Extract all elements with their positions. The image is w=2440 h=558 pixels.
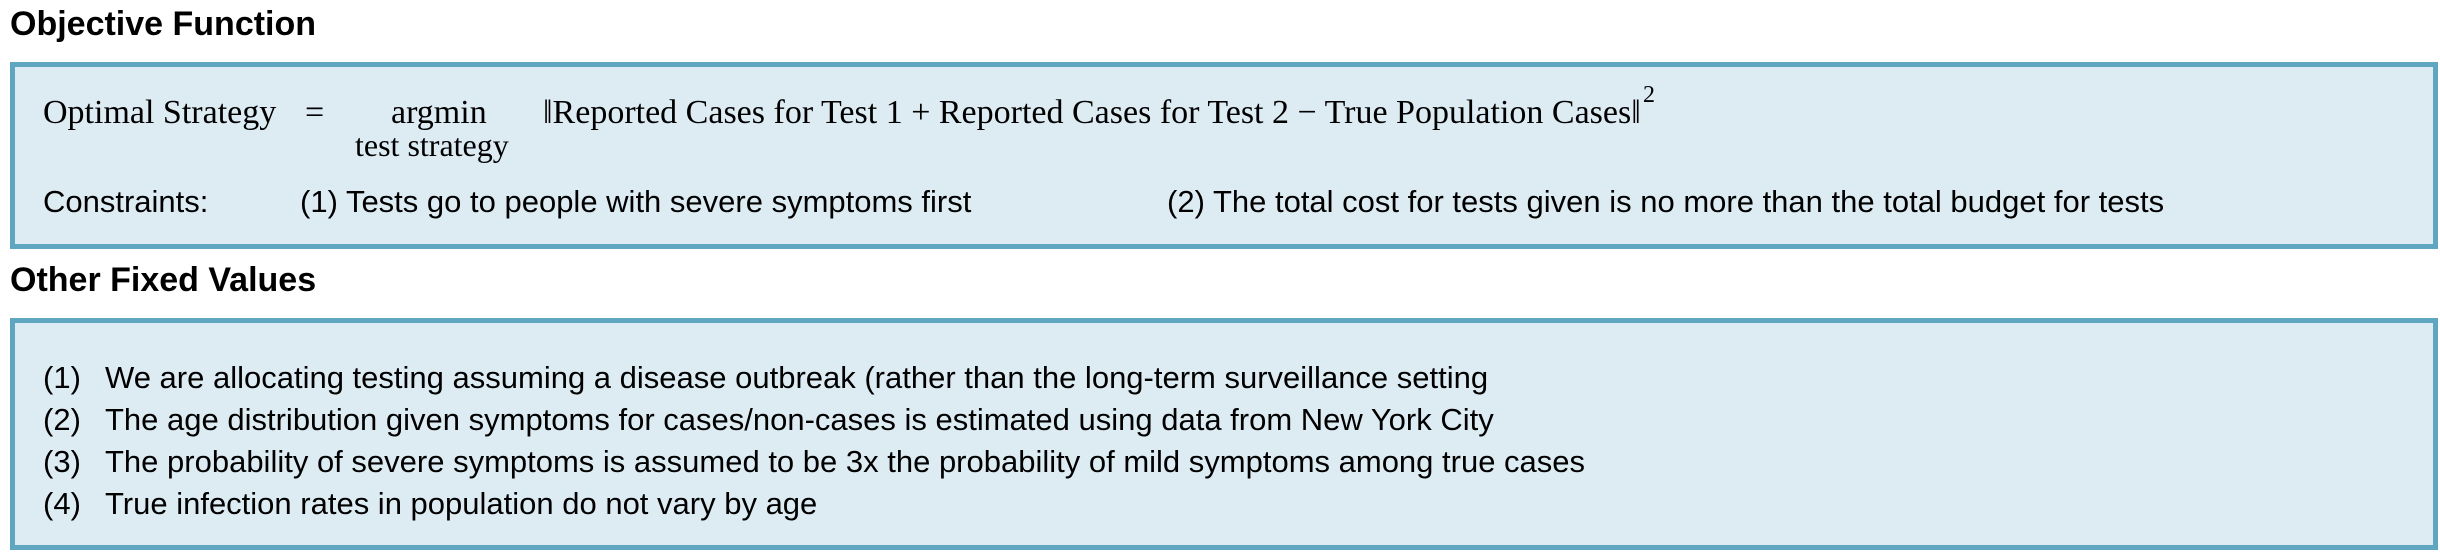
fixed-value-number: (4): [43, 486, 81, 521]
fixed-value-text: The probability of severe symptoms is as…: [105, 444, 1586, 479]
fixed-value-number: (1): [43, 360, 81, 395]
fixed-value-item: (1) We are allocating testing assuming a…: [43, 357, 1585, 399]
equation-rhs-norm: ‖Reported Cases for Test 1 + Reported Ca…: [543, 94, 1641, 131]
fixed-value-text: The age distribution given symptoms for …: [105, 402, 1494, 437]
objective-function-title: Objective Function: [10, 5, 317, 43]
other-fixed-values-panel: (1) We are allocating testing assuming a…: [10, 318, 2438, 550]
fixed-value-item: (2) The age distribution given symptoms …: [43, 399, 1585, 441]
equation-argmin-subscript: test strategy: [355, 127, 509, 163]
objective-function-panel: Optimal Strategy = argmin test strategy …: [10, 62, 2438, 249]
equation-equals-sign: =: [305, 94, 325, 131]
equation-exponent: 2: [1643, 82, 1655, 108]
equation-lhs: Optimal Strategy: [43, 94, 277, 131]
fixed-value-text: True infection rates in population do no…: [105, 486, 818, 521]
fixed-value-item: (3) The probability of severe symptoms i…: [43, 441, 1585, 483]
constraints-label: Constraints:: [43, 184, 209, 219]
other-fixed-values-title: Other Fixed Values: [10, 261, 317, 299]
equation-argmin-operator: argmin: [391, 94, 487, 131]
fixed-values-list: (1) We are allocating testing assuming a…: [43, 357, 1585, 525]
fixed-value-number: (3): [43, 444, 81, 479]
fixed-value-number: (2): [43, 402, 81, 437]
fixed-value-item: (4) True infection rates in population d…: [43, 483, 1585, 525]
constraint-item: (2) The total cost for tests given is no…: [1167, 184, 2165, 219]
fixed-value-text: We are allocating testing assuming a dis…: [105, 360, 1489, 395]
constraint-item: (1) Tests go to people with severe sympt…: [300, 184, 972, 219]
